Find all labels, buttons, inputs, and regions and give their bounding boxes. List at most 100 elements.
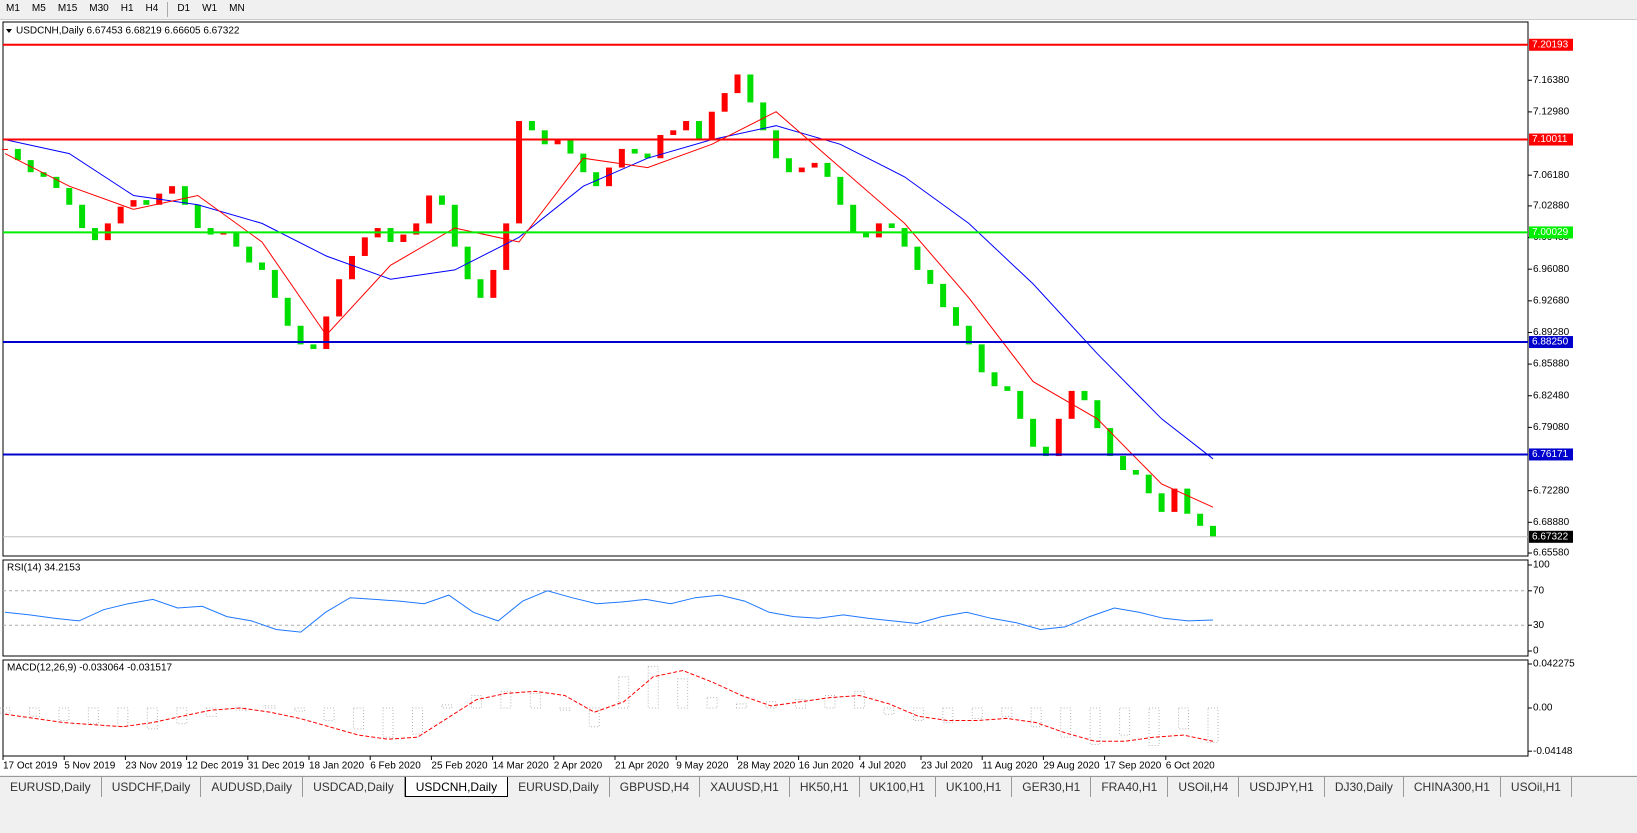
candle <box>901 228 908 247</box>
timeframe-button[interactable]: M30 <box>89 3 109 14</box>
chart-tab[interactable]: UK100,H1 <box>860 777 936 797</box>
current-price-bg <box>1529 530 1573 543</box>
candle <box>1081 390 1088 401</box>
y-tick-label: -0.04148 <box>1533 746 1573 757</box>
histogram-bar <box>1089 707 1101 745</box>
chart-tab[interactable]: USOil,H1 <box>1501 777 1572 797</box>
candle <box>1107 428 1114 457</box>
candle <box>1094 400 1101 429</box>
chart-tab[interactable]: USDCAD,Daily <box>303 777 405 797</box>
histogram-bar <box>470 695 482 709</box>
histogram-bar <box>441 704 453 709</box>
candle <box>940 283 947 308</box>
x-tick-label: 29 Aug 2020 <box>1043 761 1100 772</box>
candle <box>503 223 510 270</box>
candle <box>1004 386 1011 391</box>
chart-tab[interactable]: XAUUSD,H1 <box>700 777 790 797</box>
y-tick-label: 6.96080 <box>1533 264 1570 275</box>
candle <box>785 158 792 173</box>
x-tick-label: 25 Feb 2020 <box>431 761 488 772</box>
chart-tab[interactable]: USDCHF,Daily <box>102 777 202 797</box>
candle <box>194 204 201 229</box>
histogram-bar <box>294 707 306 712</box>
chart-tab[interactable]: GER30,H1 <box>1012 777 1092 797</box>
candle <box>824 162 831 177</box>
y-tick-label: 100 <box>1533 560 1550 571</box>
y-tick-label: 6.89280 <box>1533 327 1570 338</box>
y-tick-label: 6.79080 <box>1533 422 1570 433</box>
histogram-bar <box>500 690 512 709</box>
chart-tab[interactable]: EURUSD,Daily <box>0 777 102 797</box>
candle <box>400 234 407 243</box>
histogram-bar <box>971 707 983 719</box>
candle <box>143 200 150 205</box>
rsi-line <box>4 590 1214 633</box>
chart-tab[interactable]: USOil,H4 <box>1168 777 1240 797</box>
candle <box>438 195 445 205</box>
candle <box>1042 446 1049 457</box>
candle <box>130 200 137 207</box>
timeframe-button[interactable]: W1 <box>202 3 218 14</box>
candle <box>1120 456 1127 471</box>
candle <box>181 186 188 205</box>
separator <box>167 2 169 17</box>
candle <box>246 246 253 263</box>
timeframe-button[interactable]: MN <box>229 3 245 14</box>
chart-tab[interactable]: USDCNH,Daily <box>404 777 509 797</box>
chart-tabs: EURUSD,Daily USDCHF,Daily AUDUSD,Daily USDC… <box>0 776 1637 797</box>
chart-tab[interactable]: FRA40,H1 <box>1091 777 1169 797</box>
candle <box>169 186 176 194</box>
candle <box>695 121 702 140</box>
candle <box>631 148 638 154</box>
timeframe-button[interactable]: M5 <box>31 3 46 14</box>
chart-tab[interactable]: DJ30,Daily <box>1325 777 1404 797</box>
timeframe-button[interactable]: M15 <box>57 3 78 14</box>
candle <box>1055 418 1062 457</box>
level-label-bg <box>1529 448 1573 461</box>
signal-line <box>4 669 1214 742</box>
x-tick-label: 17 Sep 2020 <box>1105 761 1162 772</box>
candle <box>310 344 317 350</box>
timeframe-button[interactable]: H1 <box>120 3 134 14</box>
y-tick-label: 7.06180 <box>1533 170 1570 181</box>
candle <box>1197 513 1204 526</box>
timeframe-toolbar: M1 M5 M15 M30 H1 H4 D1 W1 MN <box>0 0 1637 20</box>
x-tick-label: 11 Aug 2020 <box>982 761 1038 772</box>
timeframe-button[interactable]: M1 <box>6 3 20 14</box>
chart-tab[interactable]: USDJPY,H1 <box>1239 777 1325 797</box>
level-label-bg <box>1529 133 1573 146</box>
menu-arrow <box>6 29 12 33</box>
chart-tab[interactable]: HK50,H1 <box>790 777 860 797</box>
candle <box>220 232 227 235</box>
chart-tab[interactable]: GBPUSD,H4 <box>610 777 701 797</box>
candle <box>336 279 343 317</box>
candle <box>798 167 805 173</box>
level-label: 6.88250 <box>1532 337 1569 348</box>
x-tick-label: 17 Oct 2019 <box>3 761 58 772</box>
candle <box>79 204 86 229</box>
timeframe-button[interactable]: H4 <box>145 3 159 14</box>
x-tick-label: 18 Jan 2020 <box>309 761 364 772</box>
candle <box>1210 525 1216 537</box>
candle <box>888 223 895 229</box>
candle <box>259 262 266 270</box>
candle <box>66 188 73 205</box>
chart-tab[interactable]: EURUSD,Daily <box>508 777 610 797</box>
y-tick-label: 6.68880 <box>1533 517 1570 528</box>
candle <box>1068 390 1075 419</box>
timeframe-button[interactable]: D1 <box>177 3 191 14</box>
main-pane <box>2 21 1529 557</box>
chart-tab[interactable]: AUDUSD,Daily <box>201 777 304 797</box>
candle <box>117 206 124 224</box>
candle <box>91 228 98 241</box>
level-label-bg <box>1529 336 1573 349</box>
candle <box>773 130 780 159</box>
chart-tab[interactable]: CHINA300,H1 <box>1404 777 1501 797</box>
y-tick-label: 7.16380 <box>1533 75 1570 86</box>
histogram-bar <box>382 707 394 738</box>
y-tick-label: 30 <box>1533 620 1545 631</box>
y-tick-label: 6.85880 <box>1533 359 1570 370</box>
histogram-bar <box>883 707 895 715</box>
chart-tab[interactable]: UK100,H1 <box>936 777 1013 797</box>
candle <box>965 325 972 345</box>
